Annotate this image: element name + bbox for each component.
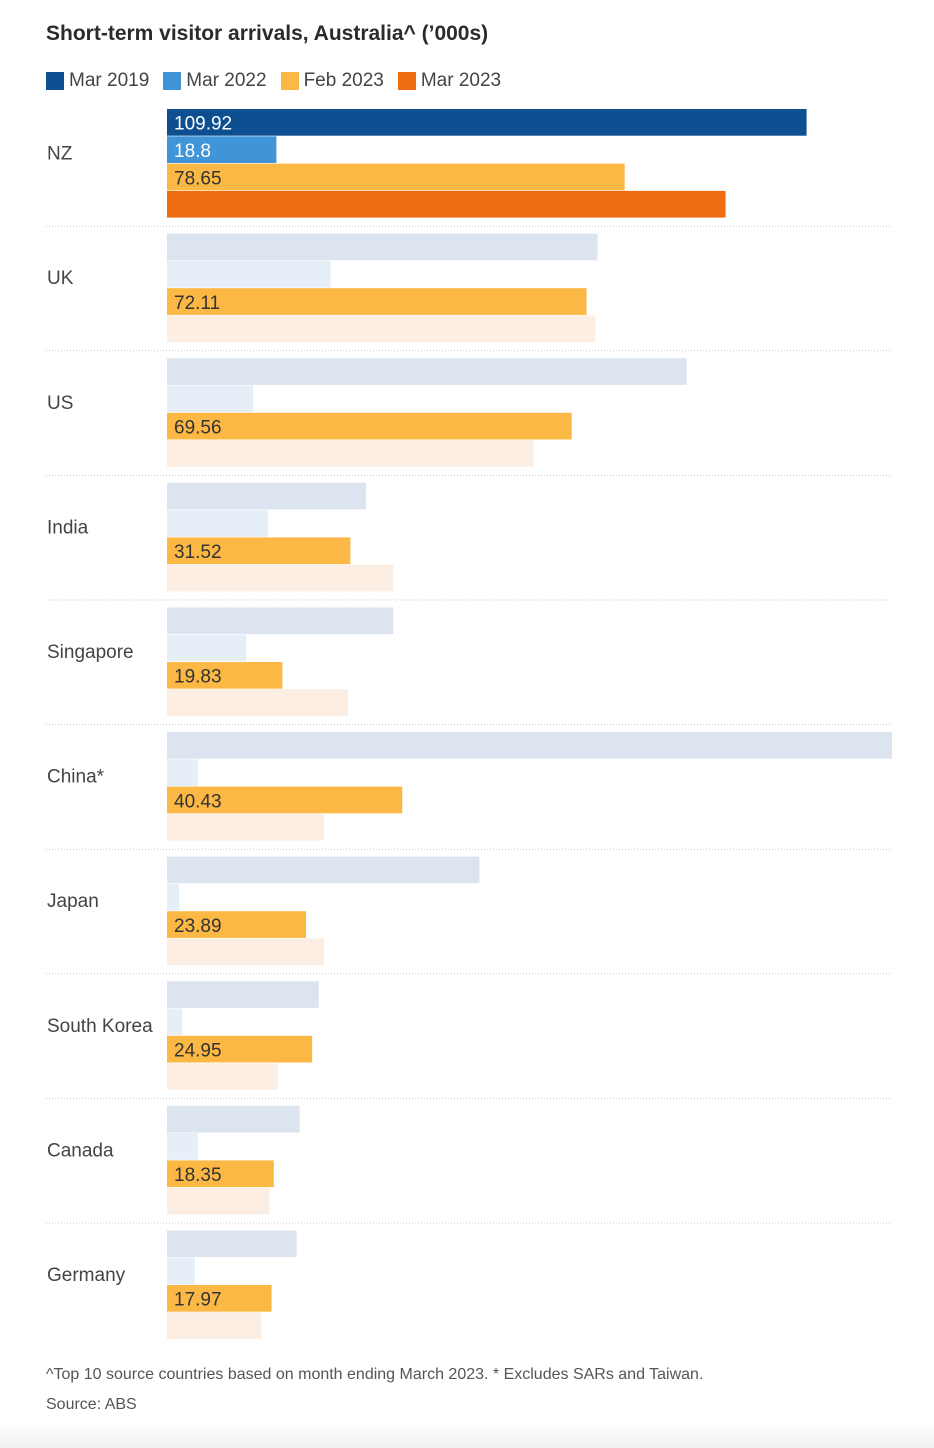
- bottom-fade: [0, 1420, 934, 1448]
- bar-india-mar-2019: [167, 482, 366, 510]
- bar-group-china: 40.43 China*: [46, 732, 892, 850]
- legend-label-mar-2022: Mar 2022: [186, 70, 267, 91]
- value-label-germany-feb-2023: 17.97: [174, 1290, 222, 1311]
- category-label-india: India: [47, 517, 89, 538]
- bar-singapore-mar-2022: [167, 634, 247, 662]
- value-label-china-feb-2023: 40.43: [174, 791, 222, 812]
- value-label-canada-feb-2023: 18.35: [174, 1165, 222, 1186]
- legend-label-mar-2019: Mar 2019: [69, 70, 150, 91]
- category-label-china: China*: [47, 767, 105, 788]
- bar-uk-mar-2019: [167, 233, 598, 261]
- category-label-japan: Japan: [47, 891, 99, 912]
- bar-japan-mar-2022: [167, 883, 180, 911]
- bar-singapore-feb-2023: [167, 662, 283, 689]
- bar-south-korea-mar-2023: [167, 1063, 279, 1090]
- source-note: Source: ABS: [46, 1396, 137, 1413]
- bar-us-mar-2019: [167, 358, 687, 385]
- value-label-nz-feb-2023: 78.65: [174, 168, 222, 189]
- bar-canada-mar-2022: [167, 1133, 198, 1160]
- bar-china-mar-2019: [167, 732, 892, 759]
- bar-group-south-korea: 24.95 South Korea: [46, 981, 892, 1099]
- bar-germany-mar-2022: [167, 1257, 195, 1285]
- bar-germany-mar-2019: [167, 1230, 297, 1258]
- legend-label-feb-2023: Feb 2023: [303, 70, 384, 91]
- category-label-nz: NZ: [47, 144, 73, 165]
- category-label-uk: UK: [47, 268, 74, 289]
- bar-chart: 109.92 18.8 78.65 NZ 72.11 UK 69.56 US 31.52 Indi…: [46, 109, 892, 1339]
- bar-china-mar-2022: [167, 759, 198, 786]
- bar-group-germany: 17.97 Germany: [47, 1230, 297, 1339]
- bar-us-mar-2022: [167, 385, 254, 413]
- bar-canada-mar-2019: [167, 1105, 300, 1133]
- legend-swatch-mar-2019: [46, 72, 64, 90]
- chart-title: Short-term visitor arrivals, Australia^ …: [46, 22, 489, 45]
- value-label-nz-mar-2019: 109.92: [174, 114, 232, 135]
- bar-singapore-mar-2023: [167, 689, 348, 716]
- legend-swatch-mar-2023: [397, 72, 416, 90]
- bar-nz-mar-2019: [167, 109, 807, 136]
- bar-singapore-mar-2019: [167, 607, 394, 635]
- value-label-nz-mar-2022: 18.8: [174, 141, 211, 162]
- category-label-germany: Germany: [47, 1265, 126, 1286]
- legend-item-mar-2023: Mar 2023: [397, 70, 502, 92]
- bar-china-mar-2023: [167, 813, 325, 841]
- value-label-south-korea-feb-2023: 24.95: [174, 1040, 222, 1061]
- bar-us-feb-2023: [167, 412, 572, 440]
- bar-china-feb-2023: [167, 786, 403, 814]
- category-label-canada: Canada: [47, 1140, 114, 1161]
- legend-item-mar-2019: Mar 2019: [46, 70, 149, 92]
- bar-japan-mar-2019: [167, 856, 480, 884]
- bar-group-singapore: 19.83 Singapore: [46, 607, 892, 726]
- bar-canada-mar-2023: [167, 1187, 270, 1215]
- bar-group-canada: 18.35 Canada: [46, 1105, 892, 1224]
- bar-group-japan: 23.89 Japan: [46, 856, 892, 975]
- legend-swatch-feb-2023: [280, 72, 299, 90]
- bar-germany-feb-2023: [167, 1285, 272, 1312]
- bar-india-mar-2022: [167, 510, 269, 537]
- legend-label-mar-2023: Mar 2023: [420, 70, 502, 91]
- bar-nz-feb-2023: [167, 163, 625, 191]
- legend-swatch-mar-2022: [163, 72, 182, 90]
- bar-uk-mar-2022: [167, 260, 331, 288]
- bar-group-us: 69.56 US: [46, 358, 892, 476]
- category-label-south-korea: South Korea: [47, 1016, 153, 1037]
- legend-item-feb-2023: Feb 2023: [280, 70, 384, 92]
- bar-uk-feb-2023: [167, 288, 587, 315]
- category-label-singapore: Singapore: [47, 642, 134, 663]
- bar-group-nz: 109.92 18.8 78.65 NZ: [46, 109, 892, 227]
- bar-nz-mar-2022: [167, 136, 277, 163]
- value-label-india-feb-2023: 31.52: [174, 542, 222, 563]
- bar-germany-mar-2023: [167, 1312, 262, 1339]
- legend-item-mar-2022: Mar 2022: [163, 70, 267, 92]
- value-label-japan-feb-2023: 23.89: [174, 916, 222, 937]
- legend: Mar 2019 Mar 2022 Feb 2023 Mar 2023: [46, 68, 515, 94]
- bar-nz-mar-2023: [167, 190, 726, 218]
- bar-canada-feb-2023: [167, 1160, 274, 1188]
- value-label-singapore-feb-2023: 19.83: [174, 667, 222, 688]
- bar-us-mar-2023: [167, 440, 534, 467]
- bar-south-korea-mar-2022: [167, 1008, 183, 1036]
- value-label-uk-feb-2023: 72.11: [174, 293, 220, 314]
- bar-india-feb-2023: [167, 537, 351, 565]
- bar-uk-mar-2023: [167, 315, 596, 343]
- bar-japan-feb-2023: [167, 911, 307, 938]
- bar-japan-mar-2023: [167, 938, 325, 966]
- category-label-us: US: [47, 393, 73, 414]
- bar-group-uk: 72.11 UK: [46, 233, 892, 352]
- footnote: ^Top 10 source countries based on month …: [46, 1366, 704, 1383]
- bar-group-india: 31.52 India: [46, 482, 892, 601]
- bar-south-korea-mar-2019: [167, 981, 319, 1008]
- bar-india-mar-2023: [167, 564, 394, 592]
- value-label-us-feb-2023: 69.56: [174, 417, 222, 438]
- bar-south-korea-feb-2023: [167, 1035, 313, 1063]
